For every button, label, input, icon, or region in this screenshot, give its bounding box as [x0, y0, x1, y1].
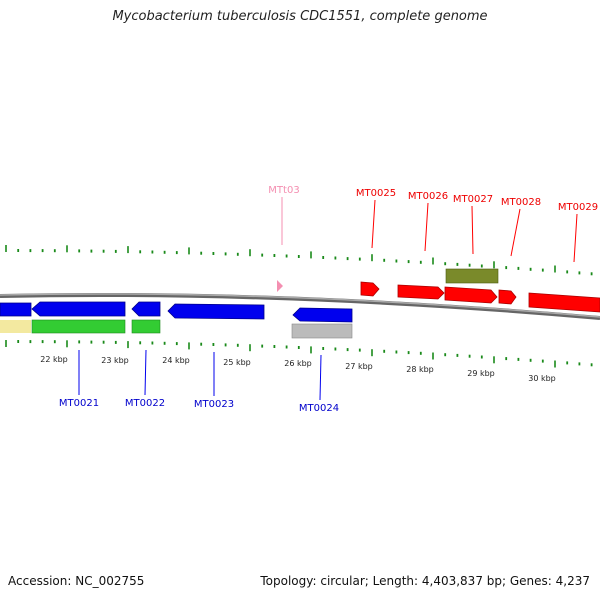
gene-arrow-reverse[interactable] [0, 302, 32, 317]
gene-arrow-mt0027[interactable] [444, 286, 498, 304]
gene-arrow-mt0025[interactable] [360, 281, 380, 297]
map-title: Mycobacterium tuberculosis CDC1551, comp… [112, 9, 488, 24]
scale-label-25kbp: 25 kbp [223, 358, 251, 367]
scale-label-27kbp: 27 kbp [345, 362, 373, 371]
scale-label-24kbp: 24 kbp [162, 356, 190, 365]
tick-row-lower [5, 340, 593, 368]
gene-arrow-mt0021[interactable] [31, 301, 126, 317]
gene-arrow-mt0024[interactable] [292, 307, 353, 323]
gene-arrow-mt0026[interactable] [397, 284, 445, 300]
gene-label-mt0023[interactable]: MT0023 [194, 399, 234, 410]
feature-olive-box[interactable] [445, 268, 499, 284]
gene-label-mt0021[interactable]: MT0021 [59, 398, 99, 409]
leader-mt0026 [424, 202, 429, 252]
leader-mt0027 [471, 205, 474, 255]
gene-arrow-mt0022[interactable] [131, 301, 161, 317]
gene-label-mt0022[interactable]: MT0022 [125, 398, 165, 409]
leader-mt0022 [144, 349, 147, 396]
leader-mt0025 [371, 199, 376, 249]
gene-label-mt0025[interactable]: MT0025 [356, 188, 396, 199]
scale-label-23kbp: 23 kbp [101, 356, 129, 365]
feature-lane-green-1[interactable] [31, 319, 126, 334]
genome-backbone-highlight [0, 293, 600, 318]
trna-marker-mtt03[interactable] [277, 280, 283, 292]
leader-mt0028 [510, 208, 521, 257]
gene-label-mt0028[interactable]: MT0028 [501, 197, 541, 208]
gene-arrow-mt0023[interactable] [167, 303, 265, 320]
scale-label-30kbp: 30 kbp [528, 374, 556, 383]
genome-backbone [0, 292, 600, 320]
scale-label-26kbp: 26 kbp [284, 359, 312, 368]
leader-mt0029 [573, 213, 578, 263]
gene-label-mt0027[interactable]: MT0027 [453, 194, 493, 205]
gene-label-mtt03[interactable]: MTt03 [268, 185, 299, 196]
gene-arrow-mt0029[interactable] [528, 292, 600, 313]
tick-row-upper [5, 245, 593, 276]
feature-lane-yellow[interactable] [0, 320, 31, 333]
accession-text: Accession: NC_002755 [8, 574, 145, 588]
gene-label-mt0029[interactable]: MT0029 [558, 202, 598, 213]
genome-summary-text: Topology: circular; Length: 4,403,837 bp… [260, 574, 590, 588]
scale-label-29kbp: 29 kbp [467, 369, 495, 378]
leader-mt0024 [319, 354, 322, 401]
scale-label-22kbp: 22 kbp [40, 355, 68, 364]
scale-label-28kbp: 28 kbp [406, 365, 434, 374]
gene-label-mt0026[interactable]: MT0026 [408, 191, 448, 202]
gene-arrow-mt0028[interactable] [498, 289, 517, 305]
feature-lane-green-2[interactable] [131, 319, 161, 334]
feature-gray-box[interactable] [291, 323, 353, 339]
gene-label-mt0024[interactable]: MT0024 [299, 403, 339, 414]
